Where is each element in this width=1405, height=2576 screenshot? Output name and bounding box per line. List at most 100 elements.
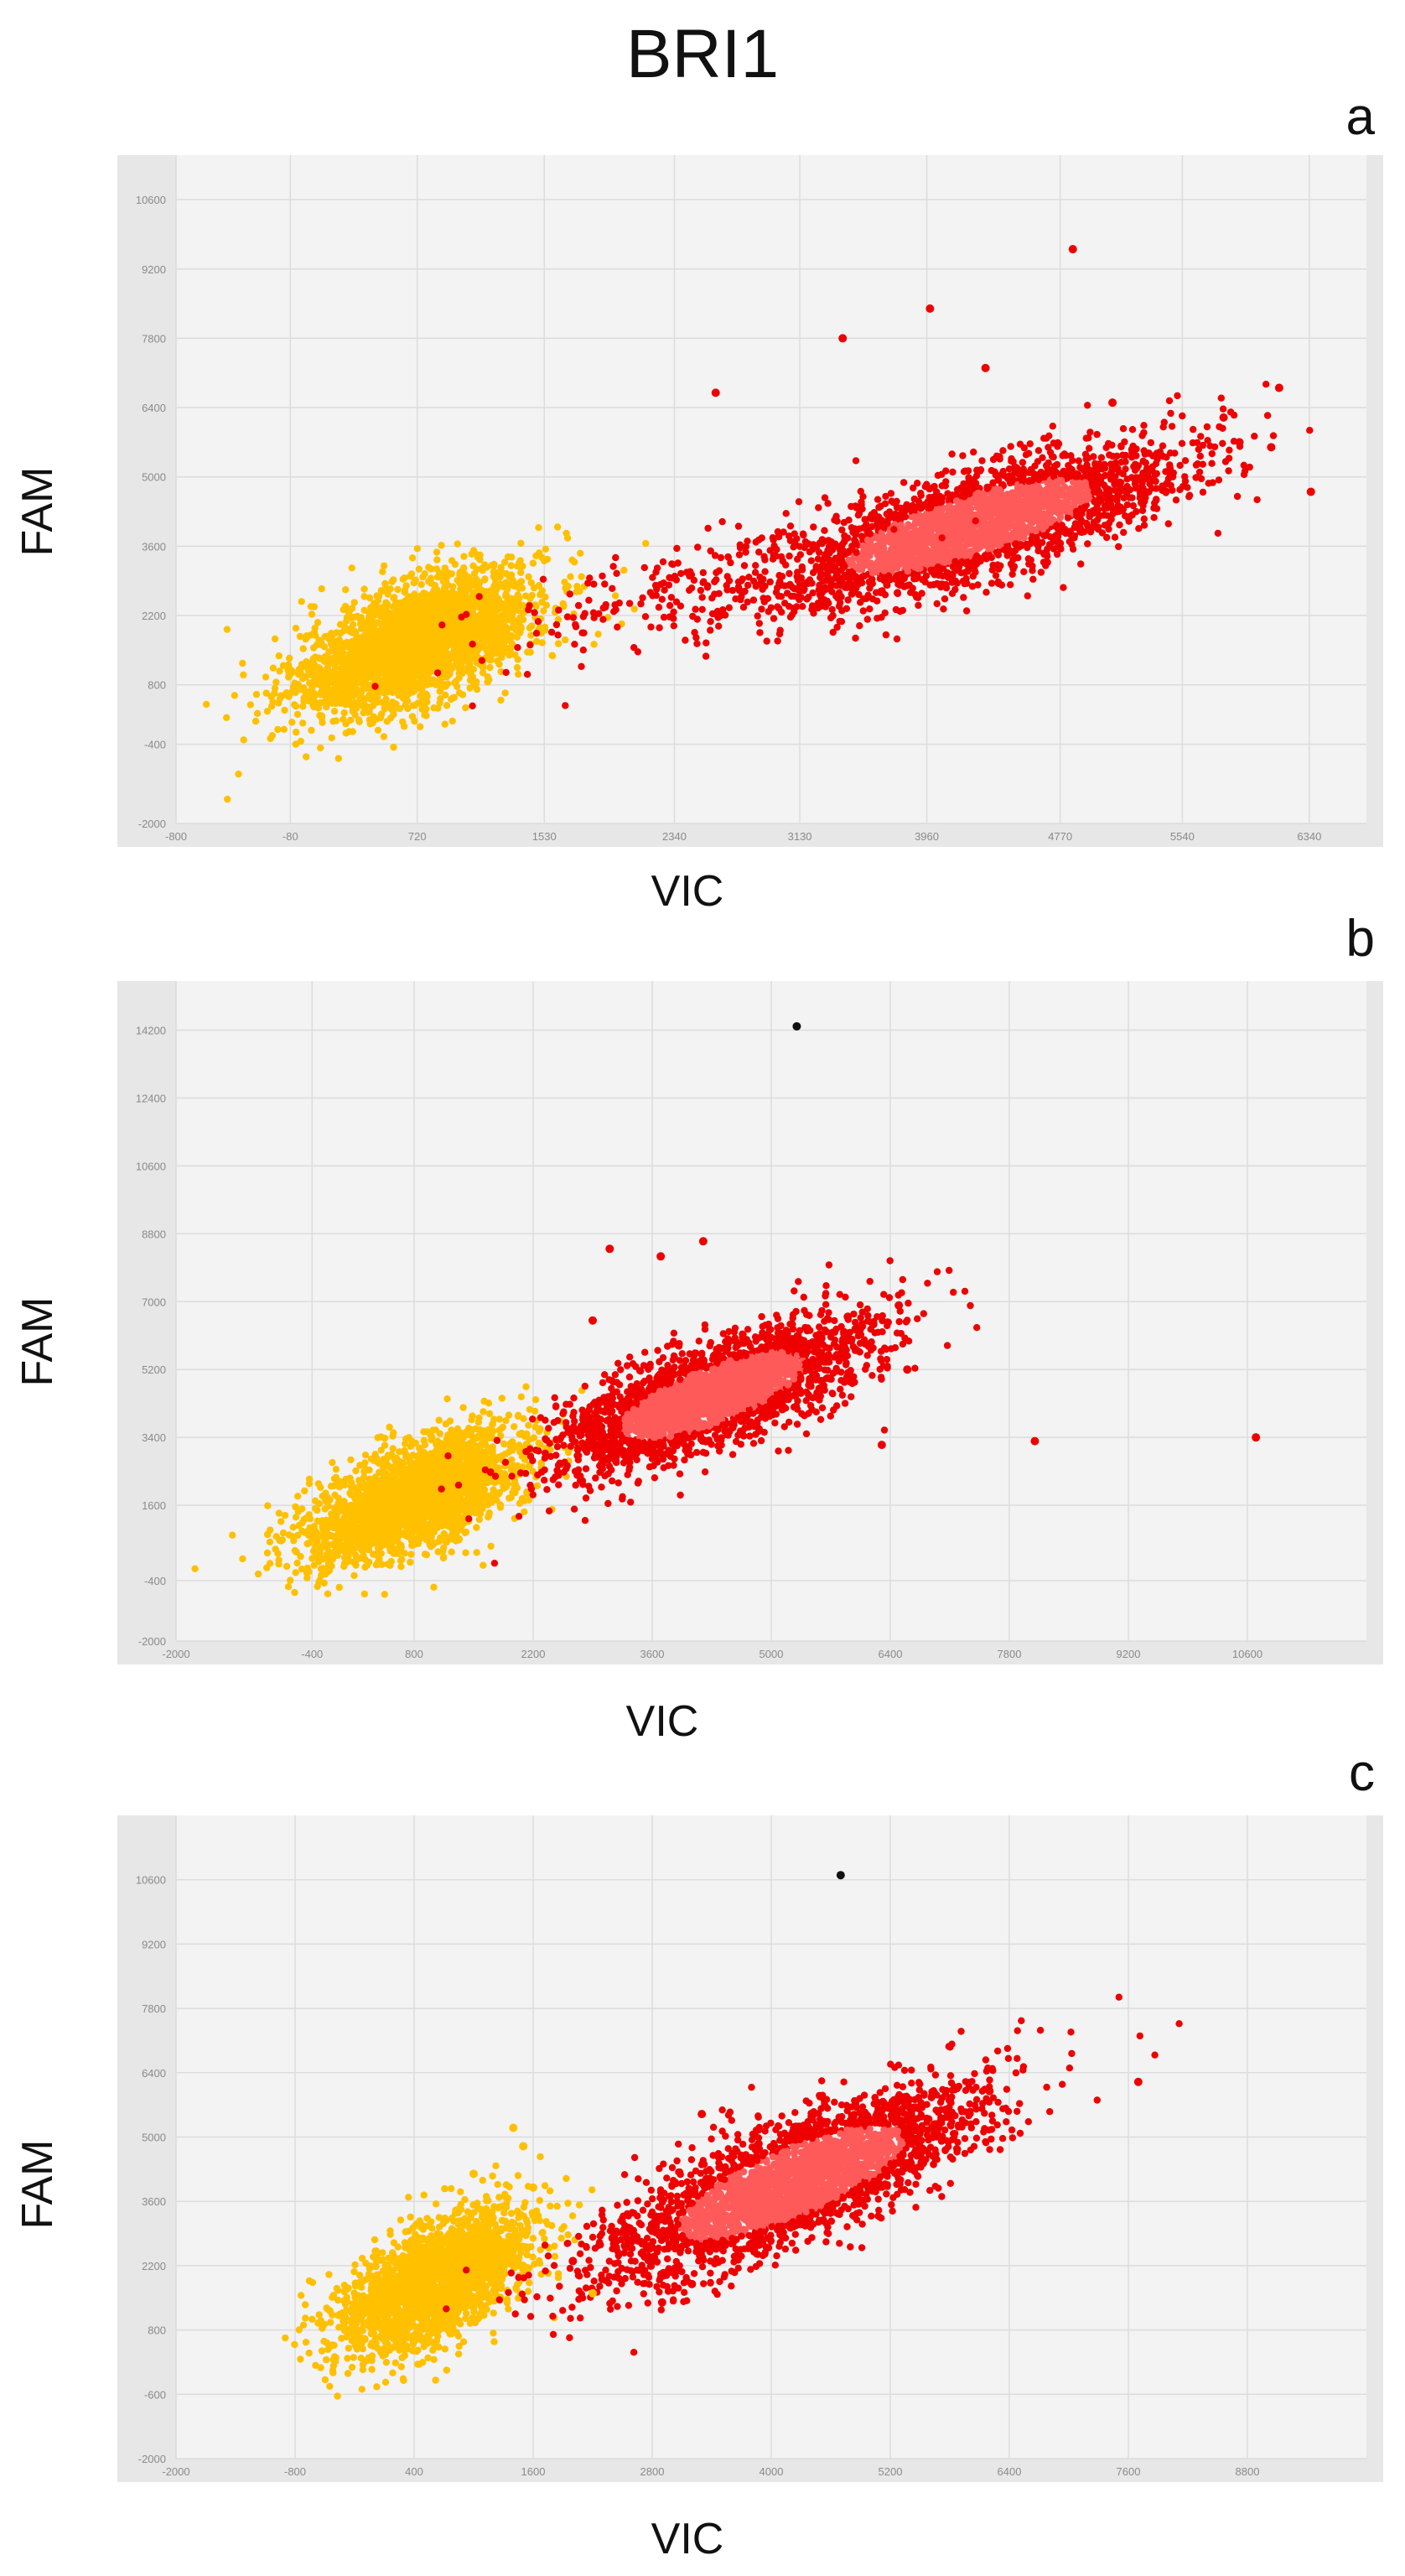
y-tick-label: -2000 — [138, 818, 166, 830]
data-point — [425, 605, 433, 612]
data-point — [568, 556, 576, 564]
data-point — [401, 695, 409, 704]
data-point — [412, 610, 419, 618]
data-point — [1233, 492, 1242, 501]
data-point — [497, 566, 505, 574]
data-point — [427, 595, 434, 604]
x-tick-label: 6340 — [1297, 830, 1321, 843]
data-point — [763, 637, 770, 645]
data-point — [462, 704, 469, 712]
data-point — [497, 696, 505, 704]
data-point — [642, 539, 650, 548]
data-point — [433, 556, 441, 564]
data-point — [432, 641, 439, 649]
data-point — [988, 532, 996, 539]
data-point — [752, 583, 760, 590]
x-tick-label: -800 — [165, 830, 187, 843]
data-point — [469, 614, 477, 622]
data-point — [1097, 454, 1106, 461]
data-point — [328, 734, 335, 742]
data-point — [693, 640, 701, 647]
data-point — [464, 655, 471, 663]
data-point — [1071, 500, 1078, 507]
data-point — [974, 581, 982, 589]
data-point — [1199, 488, 1207, 496]
data-point — [752, 562, 760, 569]
data-point — [303, 657, 310, 666]
data-point — [1084, 402, 1091, 409]
data-point — [1193, 439, 1201, 447]
data-point — [542, 593, 549, 601]
data-point — [852, 531, 859, 538]
data-point — [1181, 457, 1190, 465]
data-point — [292, 740, 299, 748]
data-point — [1167, 409, 1174, 418]
data-point — [825, 537, 832, 544]
x-tick-label: 720 — [408, 830, 427, 843]
data-point — [866, 605, 874, 613]
data-point — [340, 709, 348, 717]
data-point — [744, 581, 752, 589]
data-point — [309, 655, 317, 662]
data-point — [594, 631, 602, 638]
data-point — [411, 629, 419, 636]
data-point — [340, 715, 347, 723]
data-point — [994, 551, 1003, 558]
data-point — [271, 635, 279, 643]
data-point — [454, 540, 461, 548]
data-point — [333, 676, 341, 683]
data-point — [972, 560, 980, 569]
data-point — [342, 586, 350, 594]
data-point — [1042, 461, 1050, 470]
data-point — [271, 684, 279, 693]
data-point — [239, 659, 246, 667]
data-point — [740, 562, 749, 569]
data-point — [493, 621, 501, 629]
data-point — [404, 605, 412, 613]
data-point — [774, 637, 781, 645]
data-point — [246, 701, 254, 709]
data-point — [525, 573, 532, 580]
data-point — [414, 602, 423, 610]
data-point — [914, 480, 921, 487]
data-point — [486, 656, 494, 664]
x-tick-label: 3960 — [915, 830, 939, 843]
data-point — [299, 703, 307, 710]
data-point — [300, 684, 308, 692]
data-point — [459, 691, 467, 699]
data-point — [527, 579, 535, 587]
data-point — [470, 631, 478, 638]
data-point — [874, 597, 881, 605]
data-point — [373, 631, 381, 638]
data-point — [398, 605, 407, 612]
data-point — [1012, 540, 1019, 548]
data-point — [930, 547, 938, 554]
data-point — [786, 522, 795, 530]
data-point — [1100, 481, 1108, 489]
data-point — [1171, 449, 1179, 457]
data-point — [1159, 442, 1167, 449]
data-point — [349, 654, 356, 662]
data-point — [391, 627, 398, 635]
data-point — [335, 636, 343, 644]
x-tick-label: 2340 — [662, 830, 687, 843]
data-point — [488, 645, 495, 652]
data-point — [436, 688, 443, 695]
data-point — [419, 573, 427, 581]
data-point — [808, 602, 817, 610]
data-point — [352, 662, 360, 669]
data-point — [323, 703, 330, 711]
data-point — [341, 624, 349, 631]
data-point — [1174, 392, 1181, 400]
data-point — [366, 708, 373, 715]
data-point — [275, 652, 283, 660]
data-point — [1024, 555, 1033, 563]
data-point — [1120, 528, 1128, 537]
data-point — [573, 588, 580, 595]
data-point — [630, 605, 638, 613]
data-point — [380, 562, 388, 569]
data-point — [980, 516, 988, 524]
data-point — [799, 603, 806, 610]
data-point — [971, 540, 979, 548]
y-tick-label: 5000 — [142, 471, 166, 484]
